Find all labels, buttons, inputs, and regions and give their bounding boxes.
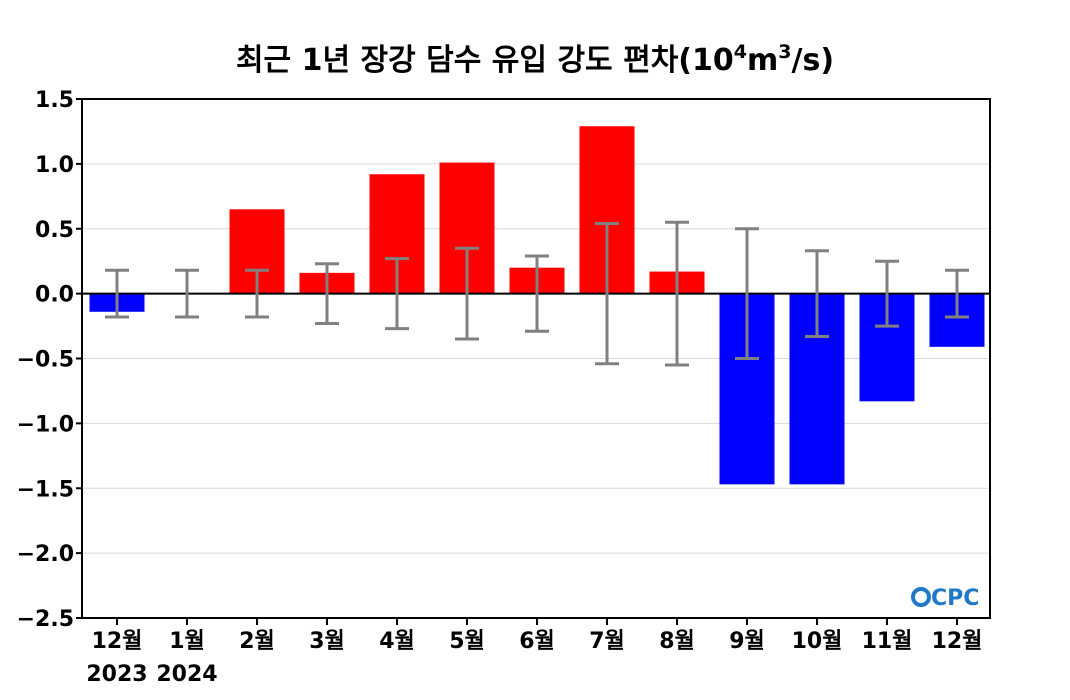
y-tick-label: 1.5	[35, 88, 74, 113]
x-tick-label: 6월	[519, 629, 555, 654]
x-tick-label: 1월	[169, 629, 205, 654]
y-tick-label: −1.0	[17, 412, 74, 437]
logo-circle-icon	[911, 587, 931, 607]
y-tick-label: 0.5	[35, 218, 74, 243]
y-tick-label: 1.0	[35, 153, 74, 178]
title-main: 최근 1년 장강 담수 유입 강도 편차(10	[236, 43, 734, 78]
x-tick-label: 5월	[449, 629, 485, 654]
x-tick-label: 12월	[92, 629, 143, 654]
x-tick-label: 9월	[729, 629, 765, 654]
error-bars	[105, 220, 969, 367]
ocpc-logo: CPC	[911, 586, 979, 611]
title-superscript-2: 3	[778, 41, 791, 63]
x-axis: 12월 2023 1월 2024 2월 3월 4월 5월 6월 7월 8월 9월 10월 11월 12월	[86, 618, 982, 687]
y-axis: 1.5 1.0 0.5 0.0 −0.5 −1.0 −1.5 −2.0 −2.5	[17, 88, 82, 632]
grid-lines	[82, 163, 990, 554]
x-tick-label: 10월	[792, 629, 843, 654]
x-tick-label: 8월	[659, 629, 695, 654]
x-tick-label: 4월	[379, 629, 415, 654]
x-tick-label: 3월	[309, 629, 345, 654]
title-middle: m	[747, 43, 778, 78]
x-tick-label: 7월	[589, 629, 625, 654]
y-tick-label: −1.5	[17, 477, 74, 502]
y-tick-label: 0.0	[35, 283, 74, 308]
title-superscript-1: 4	[734, 41, 747, 63]
x-year-label: 2024	[156, 662, 217, 687]
chart-title: 최근 1년 장강 담수 유입 강도 편차(104m3/s)	[236, 41, 834, 78]
bars	[89, 126, 985, 485]
y-tick-label: −2.5	[17, 607, 74, 632]
x-year-label: 2023	[86, 662, 147, 687]
x-tick-label: 12월	[932, 629, 983, 654]
y-tick-label: −0.5	[17, 348, 74, 373]
y-tick-label: −2.0	[17, 542, 74, 567]
x-tick-label: 11월	[862, 629, 913, 654]
logo-text: CPC	[931, 586, 979, 611]
title-end: /s)	[792, 43, 835, 78]
x-tick-label: 2월	[239, 629, 275, 654]
